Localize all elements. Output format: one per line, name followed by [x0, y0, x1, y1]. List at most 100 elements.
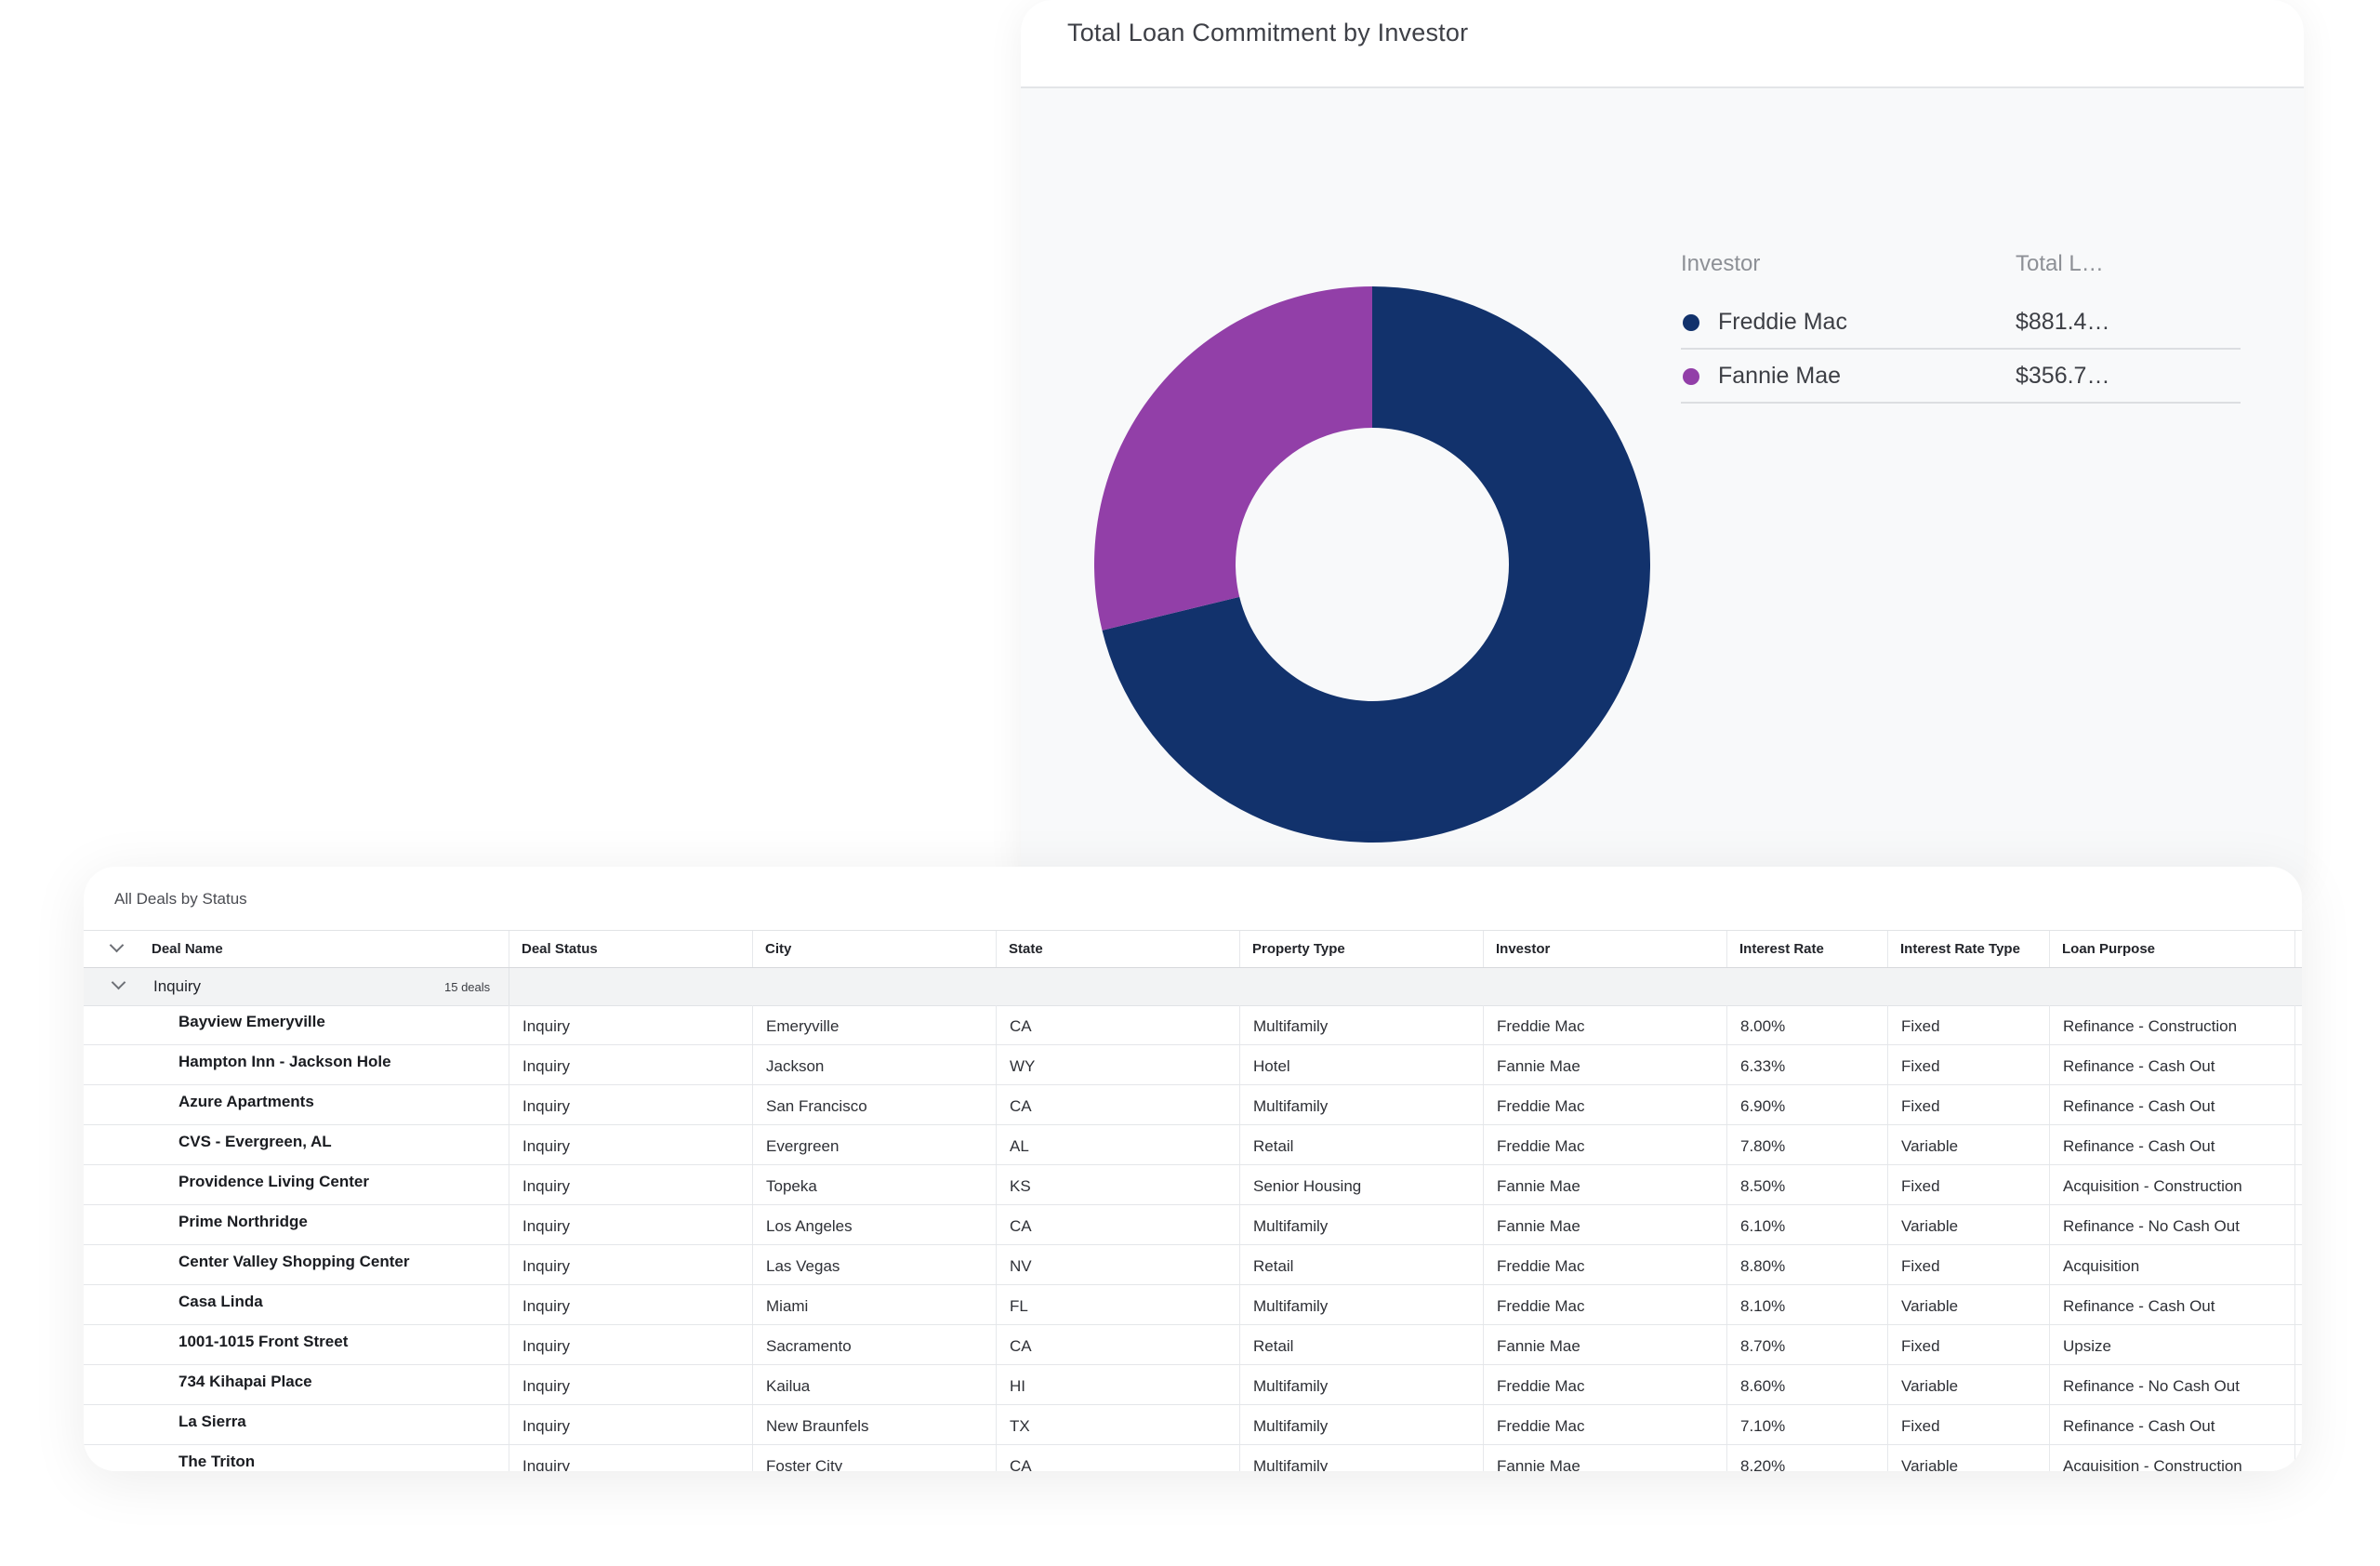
cell-text: Fixed: [1901, 1177, 1940, 1195]
column-header-state[interactable]: State: [997, 931, 1240, 967]
cell-loan-purpose: Refinance - No Cash Out: [2050, 1205, 2295, 1244]
cell-investor: Freddie Mac: [1484, 1245, 1727, 1284]
cell-text: Freddie Mac: [1497, 1017, 1585, 1035]
cell-text: NV: [1010, 1257, 1032, 1275]
cell-city: Sacramento: [753, 1325, 997, 1364]
donut-slice-freddie-mac[interactable]: [1102, 286, 1650, 843]
cell-deal-status: Inquiry: [509, 1285, 753, 1324]
cell-text: Refinance - Cash Out: [2063, 1297, 2215, 1315]
cell-interest-rate: 7.10%: [1727, 1405, 1888, 1444]
chevron-down-icon[interactable]: [111, 975, 126, 990]
cell-text: Fannie Mae: [1497, 1057, 1580, 1075]
cell-text: Inquiry: [522, 1137, 571, 1155]
cell-interest-rate: 8.70%: [1727, 1325, 1888, 1364]
cell-text: 7.80%: [1740, 1137, 1786, 1155]
column-header-label: Interest Rate: [1739, 941, 1824, 957]
cell-state: CA: [997, 1085, 1240, 1124]
column-header-deal-status[interactable]: Deal Status: [509, 931, 753, 967]
cell-text: Las Vegas: [766, 1257, 840, 1275]
cell-text: Hotel: [1253, 1057, 1290, 1075]
cell-text: Inquiry: [522, 1257, 571, 1275]
table-row[interactable]: 734 Kihapai Place Inquiry Kailua HI Multifam…: [84, 1365, 2302, 1405]
cell-investor: Freddie Mac: [1484, 1005, 1727, 1044]
table-row[interactable]: Center Valley Shopping Center Inquiry Las …: [84, 1245, 2302, 1285]
table-row[interactable]: Bayview Emeryville Inquiry Emeryville CA Mul…: [84, 1005, 2302, 1045]
cell-text: Senior Housing: [1253, 1177, 1362, 1195]
cell-state: TX: [997, 1405, 1240, 1444]
table-row[interactable]: Azure Apartments Inquiry San Francisco CA Mu…: [84, 1085, 2302, 1125]
cell-text: CA: [1010, 1217, 1032, 1235]
cell-deal-status: Inquiry: [509, 1045, 753, 1084]
cell-text: Inquiry: [522, 1297, 571, 1315]
cell-text: Refinance - No Cash Out: [2063, 1217, 2240, 1235]
cell-text: 8.80%: [1740, 1257, 1786, 1275]
column-header-label: Property Type: [1252, 941, 1345, 957]
cell-loan-purpose: Acquisition: [2050, 1245, 2295, 1284]
cell-text: Inquiry: [522, 1217, 571, 1235]
column-header-investor[interactable]: Investor: [1484, 931, 1727, 967]
cell-text: Jackson: [766, 1057, 825, 1075]
table-row[interactable]: Prime Northridge Inquiry Los Angeles CA Mult…: [84, 1205, 2302, 1245]
table-row[interactable]: Hampton Inn - Jackson Hole Inquiry Jackson…: [84, 1045, 2302, 1085]
column-header-interest-rate[interactable]: Interest Rate: [1727, 931, 1888, 967]
cell-investor: Freddie Mac: [1484, 1285, 1727, 1324]
cell-deal-status: Inquiry: [509, 1205, 753, 1244]
cell-property-type: Retail: [1240, 1125, 1484, 1164]
cell-text: Miami: [766, 1297, 809, 1315]
table-row[interactable]: La Sierra Inquiry New Braunfels TX Multifami…: [84, 1405, 2302, 1445]
cell-text: Multifamily: [1253, 1457, 1329, 1471]
legend-dot: [1683, 368, 1699, 385]
column-header-city[interactable]: City: [753, 931, 997, 967]
legend-row-fannie-mae[interactable]: Fannie Mae $356.7…: [1681, 350, 2241, 404]
legend-row-freddie-mac[interactable]: Freddie Mac $881.4…: [1681, 296, 2241, 350]
table-row[interactable]: Providence Living Center Inquiry Topeka KS S…: [84, 1165, 2302, 1205]
column-header-interest-rate-type[interactable]: Interest Rate Type: [1888, 931, 2050, 967]
chevron-down-icon[interactable]: [109, 937, 125, 953]
cell-text: 8.20%: [1740, 1457, 1786, 1471]
cell-investor: Fannie Mae: [1484, 1325, 1727, 1364]
column-header-property-type[interactable]: Property Type: [1240, 931, 1484, 967]
legend-table: Investor Total L… Freddie Mac $881.4… Fa…: [1681, 242, 2241, 404]
cell-interest-rate: 6.90%: [1727, 1085, 1888, 1124]
cell-text: Freddie Mac: [1497, 1297, 1585, 1315]
cell-investor: Freddie Mac: [1484, 1085, 1727, 1124]
cell-city: Jackson: [753, 1045, 997, 1084]
cell-text: Multifamily: [1253, 1417, 1329, 1435]
cell-text: Prime Northridge: [178, 1213, 308, 1230]
cell-deal-status: Inquiry: [509, 1245, 753, 1284]
cell-loan-purpose: Refinance - Cash Out: [2050, 1285, 2295, 1324]
cell-text: Fixed: [1901, 1257, 1940, 1275]
cell-text: Topeka: [766, 1177, 817, 1195]
cell-text: 8.50%: [1740, 1177, 1786, 1195]
table-row[interactable]: 1001-1015 Front Street Inquiry Sacramento C…: [84, 1325, 2302, 1365]
legend-label: Freddie Mac: [1718, 309, 1847, 335]
cell-text: Foster City: [766, 1457, 843, 1471]
cell-text: Casa Linda: [178, 1293, 263, 1310]
column-header-label: State: [1009, 941, 1043, 957]
group-row-inquiry[interactable]: Inquiry 15 deals: [84, 968, 2302, 1006]
cell-text: San Francisco: [766, 1097, 867, 1115]
column-header-deal-name[interactable]: Deal Name: [84, 931, 509, 967]
cell-interest-rate-type: Fixed: [1888, 1245, 2050, 1284]
legend-dot: [1683, 314, 1699, 331]
cell-city: Evergreen: [753, 1125, 997, 1164]
table-body: Bayview Emeryville Inquiry Emeryville CA Mul…: [84, 1005, 2302, 1471]
cell-interest-rate: 8.10%: [1727, 1285, 1888, 1324]
cell-text: Freddie Mac: [1497, 1137, 1585, 1155]
table-row[interactable]: CVS - Evergreen, AL Inquiry Evergreen AL Ret…: [84, 1125, 2302, 1165]
donut-slice-fannie-mae[interactable]: [1094, 286, 1372, 630]
table-row[interactable]: Casa Linda Inquiry Miami FL Multifamily Fredd…: [84, 1285, 2302, 1325]
cell-state: CA: [997, 1445, 1240, 1471]
cell-text: Freddie Mac: [1497, 1417, 1585, 1435]
cell-text: La Sierra: [178, 1413, 246, 1430]
cell-deal-status: Inquiry: [509, 1365, 753, 1404]
cell-city: San Francisco: [753, 1085, 997, 1124]
column-header-loan-purpose[interactable]: Loan Purpose: [2050, 931, 2295, 967]
table-row[interactable]: The Triton Inquiry Foster City CA Multifamil…: [84, 1445, 2302, 1471]
cell-interest-rate-type: Fixed: [1888, 1405, 2050, 1444]
group-count: 15 deals: [444, 980, 491, 994]
cell-deal-name: Prime Northridge: [84, 1205, 509, 1244]
cell-text: Variable: [1901, 1297, 1959, 1315]
cell-loan-purpose: Refinance - Cash Out: [2050, 1085, 2295, 1124]
cell-interest-rate-type: Variable: [1888, 1205, 2050, 1244]
